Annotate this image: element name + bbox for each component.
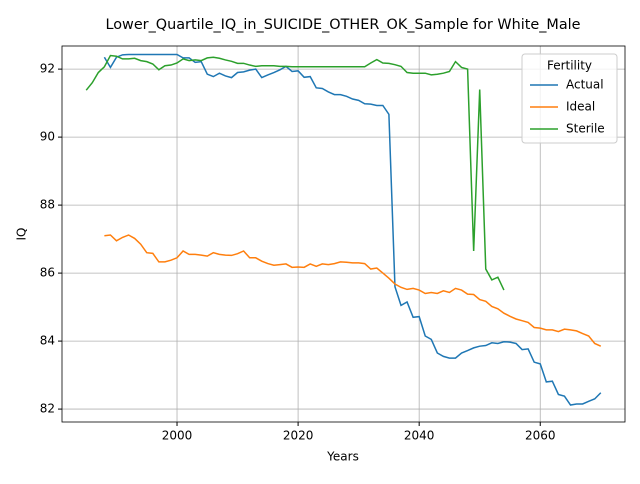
legend-label: Actual	[566, 78, 604, 92]
chart-title: Lower_Quartile_IQ_in_SUICIDE_OTHER_OK_Sa…	[105, 17, 580, 33]
legend-label: Ideal	[566, 100, 595, 114]
legend-title: Fertility	[547, 59, 592, 73]
legend-box	[521, 53, 618, 144]
x-tick-label: 2020	[283, 429, 314, 443]
x-tick-label: 2000	[162, 429, 193, 443]
x-tick-label: 2060	[525, 429, 556, 443]
y-tick-label: 84	[40, 334, 55, 348]
x-axis-label: Years	[326, 450, 359, 464]
y-tick-label: 88	[40, 198, 55, 212]
y-tick-label: 82	[40, 402, 55, 416]
line-series	[85, 54, 505, 291]
y-axis-label: IQ	[15, 228, 29, 241]
line-series	[103, 53, 602, 406]
plot-frame	[61, 45, 626, 423]
x-tick-label: 2040	[404, 429, 435, 443]
line-series	[104, 234, 602, 347]
y-tick-label: 90	[40, 130, 55, 144]
y-tick-label: 92	[40, 62, 55, 76]
y-tick-label: 86	[40, 266, 55, 280]
legend-label: Sterile	[566, 122, 605, 136]
